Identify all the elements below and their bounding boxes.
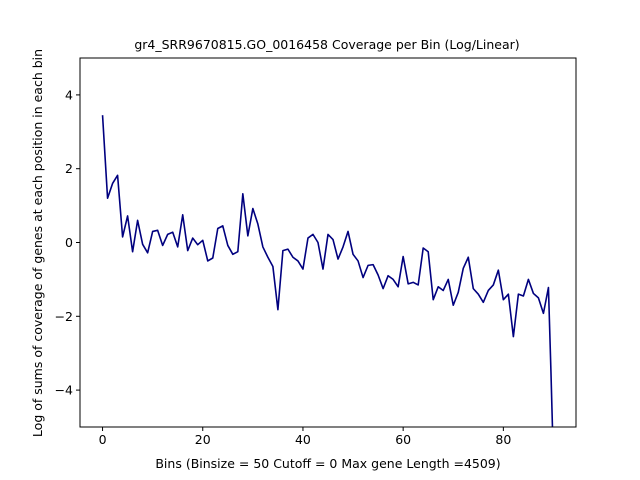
y-tick-label: 0 bbox=[65, 235, 73, 250]
x-tick-label: 60 bbox=[395, 432, 411, 447]
axis-ticks: 0 20 40 60 80 −4 −2 0 2 4 bbox=[55, 87, 512, 447]
y-axis-label: Log of sums of coverage of genes at each… bbox=[30, 49, 45, 437]
x-tick-label: 20 bbox=[195, 432, 211, 447]
series-line bbox=[101, 115, 554, 427]
chart-title: gr4_SRR9670815.GO_0016458 Coverage per B… bbox=[134, 37, 519, 52]
y-tick-label: −2 bbox=[55, 309, 73, 324]
x-tick-label: 0 bbox=[99, 432, 107, 447]
y-tick-label: 4 bbox=[65, 87, 73, 102]
x-axis-label: Bins (Binsize = 50 Cutoff = 0 Max gene L… bbox=[155, 456, 500, 471]
x-tick-label: 80 bbox=[495, 432, 511, 447]
y-tick-label: −4 bbox=[55, 383, 73, 398]
plot-frame bbox=[79, 57, 577, 428]
x-tick-label: 40 bbox=[295, 432, 311, 447]
y-tick-label: 2 bbox=[65, 161, 73, 176]
